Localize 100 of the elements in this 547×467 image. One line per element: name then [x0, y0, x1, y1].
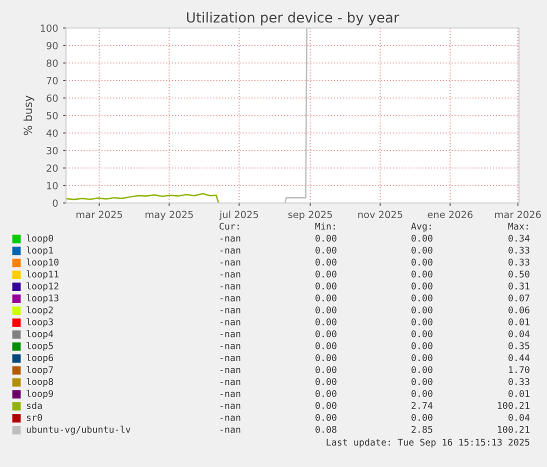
text: Cur: [220, 222, 239, 230]
text: 0.00 [316, 414, 336, 421]
text: 0.31 [508, 282, 530, 290]
text: -nan [220, 356, 240, 362]
x-tick-label: may 2025 [146, 210, 193, 220]
text: 0.06 [508, 306, 530, 314]
text: 0.35 [508, 342, 530, 350]
text: 0.00 [316, 258, 336, 266]
text: 0.33 [508, 246, 530, 254]
legend-label: loop4 [26, 330, 54, 340]
text: 0.00 [412, 270, 432, 278]
text: 0.00 [412, 258, 432, 266]
x-tick-label: sep 2025 [288, 210, 332, 220]
legend-label: loop1 [26, 246, 53, 256]
text: 0.00 [316, 354, 336, 362]
legend-label: loop13 [26, 294, 58, 304]
legend-label: loop7 [26, 366, 53, 375]
legend-label: loop12 [26, 282, 58, 292]
y-axis-title: % busy [23, 96, 34, 136]
text: 0.00 [412, 390, 432, 398]
legend-label: loop0 [26, 234, 53, 244]
legend-label: ubuntu-vg/ubuntu-lv [26, 426, 130, 435]
text: 0.00 [412, 330, 432, 338]
text: 0.00 [412, 294, 432, 302]
text: -nan [220, 272, 240, 278]
legend-label: loop11 [26, 270, 58, 280]
text: 0.00 [316, 294, 336, 302]
text: 0.00 [412, 414, 432, 421]
text: 0.44 [508, 354, 530, 362]
text: -nan [220, 344, 240, 350]
text: 0.00 [316, 402, 336, 409]
text: 0.00 [316, 306, 336, 314]
y-tick-label: 20 [46, 164, 58, 172]
x-tick-label: mar 2026 [495, 210, 541, 218]
x-tick-label: ene 2026 [428, 210, 473, 218]
text: 0.00 [316, 390, 336, 398]
legend-label: sda [26, 402, 42, 409]
text: -nan [220, 308, 240, 314]
text: 0.00 [412, 354, 432, 362]
text: -nan [220, 332, 240, 338]
text: 100.21 [498, 402, 530, 409]
text: 0.00 [316, 270, 336, 278]
text: -nan [220, 404, 240, 409]
x-tick-label: nov 2025 [358, 210, 402, 218]
text: 0.00 [412, 366, 432, 374]
text: 0.00 [412, 246, 432, 254]
text: 0.33 [508, 258, 530, 266]
text: 2.85 [412, 426, 432, 433]
legend-label: loop9 [26, 390, 53, 399]
text: 0.00 [316, 342, 336, 350]
legend-label: loop8 [26, 378, 54, 387]
text: 0.00 [316, 282, 336, 290]
text: -nan [220, 248, 240, 254]
text: 0.04 [508, 330, 530, 338]
text: 0.00 [412, 378, 432, 386]
text: -nan [220, 380, 240, 386]
text: 0.00 [412, 318, 432, 326]
text: 1.70 [509, 366, 530, 374]
y-tick-label: 0 [52, 199, 58, 207]
text: Last update: Tue Sep 16 15:15:13 2025 [326, 438, 530, 448]
text: 0.01 [508, 318, 530, 326]
text: -nan [220, 236, 240, 242]
y-tick-label: 60 [46, 94, 58, 102]
text: -nan [220, 320, 240, 326]
legend-label: loop3 [26, 318, 53, 328]
text: 0.00 [316, 330, 336, 338]
text: 0.00 [412, 282, 432, 290]
text: 0.00 [412, 342, 432, 350]
text: Max: [508, 222, 528, 230]
x-tick-label: jul 2025 [219, 210, 258, 220]
legend-label: loop5 [26, 342, 53, 352]
text: -nan [220, 428, 240, 433]
x-tick-label: mar 2025 [76, 210, 122, 218]
text: 0.08 [316, 426, 336, 433]
y-tick-label: 90 [46, 42, 58, 50]
y-tick-label: 80 [46, 59, 58, 67]
text: 0.00 [412, 306, 432, 314]
y-tick-label: 30 [46, 146, 58, 154]
text: 0.00 [316, 246, 336, 254]
text: 0.07 [508, 294, 530, 302]
text: -nan [220, 392, 240, 398]
text: -nan [220, 416, 240, 421]
text: 0.50 [508, 270, 530, 278]
text: 0.00 [316, 366, 336, 374]
text: 0.33 [508, 378, 530, 386]
y-tick-label: 70 [46, 76, 58, 84]
text: 2.74 [412, 402, 433, 409]
line-series [66, 193, 220, 203]
text: 0.00 [316, 378, 336, 386]
text: 0.04 [508, 414, 530, 421]
y-tick-label: 50 [46, 112, 58, 120]
text: 0.01 [508, 390, 530, 398]
legend-label: loop6 [26, 354, 53, 363]
legend-label: loop10 [26, 258, 59, 268]
y-tick-label: 40 [46, 129, 58, 137]
legend-label: loop2 [26, 306, 53, 316]
legend-label: sr0 [26, 414, 42, 421]
y-tick-label: 10 [47, 182, 58, 190]
y-tick-label: 100 [40, 24, 58, 32]
text: 100.21 [498, 426, 530, 433]
